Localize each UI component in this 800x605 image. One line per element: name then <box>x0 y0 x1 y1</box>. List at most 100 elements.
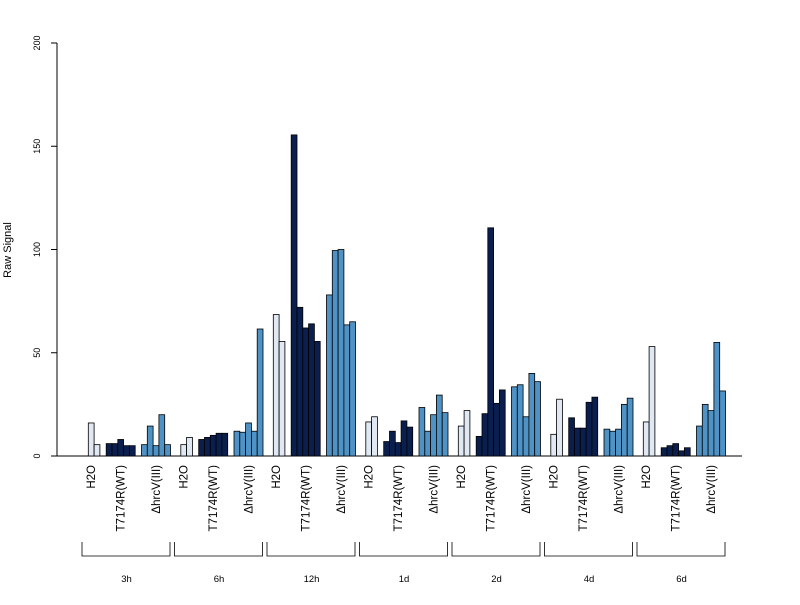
condition-label: H2O <box>641 465 653 489</box>
bar <box>424 430 431 457</box>
bar <box>164 444 171 457</box>
bar <box>278 340 286 457</box>
bar <box>326 294 333 457</box>
bar <box>123 445 130 457</box>
bar <box>250 430 258 457</box>
bar <box>221 432 229 457</box>
bar <box>389 430 396 457</box>
condition-label: H2O <box>456 465 468 489</box>
bar-series <box>87 134 726 457</box>
y-tick-label: 200 <box>32 35 42 50</box>
bar <box>141 444 148 457</box>
time-label: 6d <box>676 574 687 585</box>
bar <box>660 447 668 457</box>
condition-label: ΔhrcV(III) <box>706 465 718 514</box>
condition-label: T7174R(WT) <box>578 465 590 532</box>
bar <box>516 384 524 457</box>
bar <box>621 403 628 457</box>
condition-label: ΔhrcV(III) <box>614 465 626 514</box>
bar <box>302 327 309 457</box>
bar <box>481 413 489 457</box>
bar <box>684 447 691 457</box>
bar <box>591 396 599 457</box>
bar <box>87 422 95 457</box>
bar <box>308 323 315 457</box>
y-tick-label: 0 <box>32 453 42 458</box>
bar <box>152 445 160 457</box>
bar <box>365 421 372 457</box>
bar <box>337 249 345 457</box>
bar <box>296 306 304 457</box>
bar <box>615 428 622 457</box>
bar <box>528 372 536 457</box>
bar <box>585 401 593 457</box>
condition-label: T7174R(WT) <box>116 465 128 532</box>
bar <box>626 397 634 457</box>
condition-label: T7174R(WT) <box>671 465 683 532</box>
bar <box>111 443 119 457</box>
bar <box>406 426 414 457</box>
bar <box>313 340 321 457</box>
bar <box>331 250 339 457</box>
bar <box>463 410 471 457</box>
time-bracket <box>174 542 263 557</box>
condition-label: H2O <box>86 465 98 489</box>
bar <box>701 403 709 457</box>
time-brackets: 3h 6h 12h 1d 2d 4d 6d <box>81 542 726 585</box>
condition-label: T7174R(WT) <box>486 465 498 532</box>
y-axis: 0 50 100 150 200 <box>32 35 58 459</box>
bar <box>215 432 223 457</box>
time-bracket <box>81 542 171 557</box>
bar <box>400 420 408 457</box>
y-axis-title: Raw Signal <box>2 222 14 278</box>
condition-label: ΔhrcV(III) <box>244 465 256 514</box>
bar <box>204 437 211 457</box>
bar <box>719 390 726 457</box>
time-label: 6h <box>214 574 225 585</box>
bar <box>522 416 530 457</box>
y-tick-label: 50 <box>32 348 42 358</box>
bar <box>394 442 402 457</box>
bar <box>239 431 247 457</box>
condition-label: T7174R(WT) <box>208 465 220 532</box>
bar <box>93 444 101 457</box>
bar <box>343 324 351 457</box>
bar <box>128 445 136 457</box>
bar <box>487 227 494 457</box>
condition-label: ΔhrcV(III) <box>151 465 163 514</box>
bar <box>435 394 443 457</box>
bar <box>534 381 541 457</box>
time-bracket <box>451 542 541 557</box>
condition-label: H2O <box>364 465 376 489</box>
time-label: 3h <box>121 574 132 585</box>
condition-label: T7174R(WT) <box>301 465 313 532</box>
bar <box>511 386 518 457</box>
bar <box>371 416 378 457</box>
bar <box>556 398 563 457</box>
bar <box>568 417 575 457</box>
bar <box>272 314 280 457</box>
condition-label: H2O <box>549 465 561 489</box>
bar <box>574 427 581 457</box>
bar <box>707 410 715 457</box>
bar <box>256 328 264 457</box>
bar <box>383 441 390 457</box>
bar <box>642 421 650 457</box>
bar <box>579 427 587 457</box>
bar <box>105 443 113 457</box>
condition-label: T7174R(WT) <box>393 465 405 532</box>
bar <box>180 444 188 457</box>
bar <box>666 445 674 457</box>
bar <box>117 439 125 457</box>
time-label: 4d <box>584 574 595 585</box>
bar <box>457 425 465 457</box>
bar <box>290 134 298 457</box>
bar <box>648 346 656 457</box>
bar <box>609 430 616 457</box>
bar <box>603 428 611 457</box>
time-bracket <box>359 542 448 557</box>
bar <box>696 425 703 457</box>
bar <box>678 450 685 457</box>
